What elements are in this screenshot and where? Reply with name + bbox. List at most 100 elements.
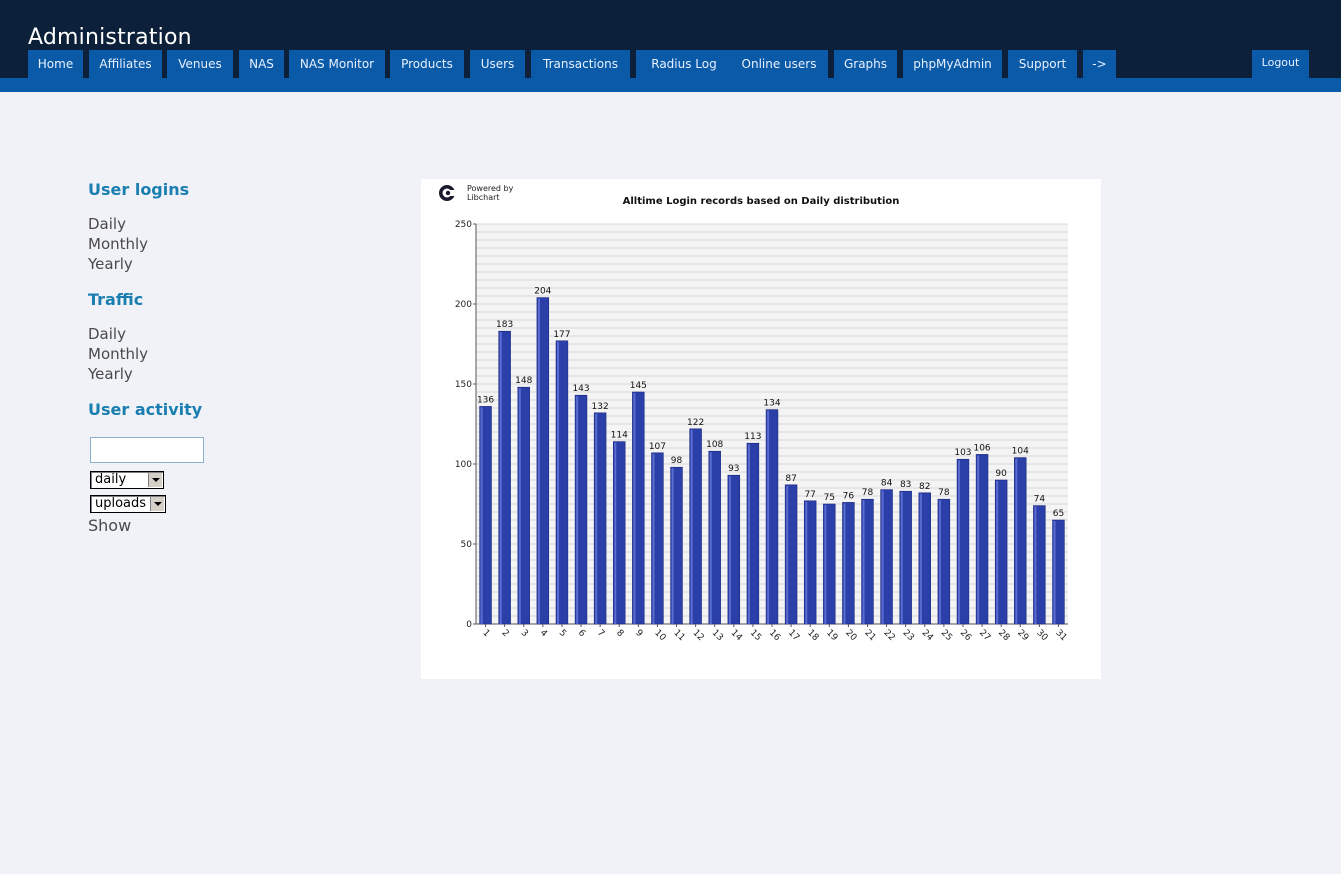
powered-by-line1: Powered by bbox=[467, 184, 514, 193]
x-tick-label: 18 bbox=[805, 628, 820, 643]
traffic-heading: Traffic bbox=[88, 290, 144, 309]
bar-highlight bbox=[576, 396, 579, 624]
x-tick-label: 8 bbox=[614, 628, 625, 639]
tab-radius-log[interactable]: Radius Log bbox=[636, 50, 732, 78]
x-tick-label: 15 bbox=[748, 628, 763, 643]
bar-highlight bbox=[728, 476, 731, 624]
chart-title: Alltime Login records based on Daily dis… bbox=[622, 196, 900, 207]
data-label: 87 bbox=[785, 474, 796, 484]
data-label: 183 bbox=[496, 320, 513, 330]
tab-users[interactable]: Users bbox=[470, 50, 525, 78]
traffic-daily-link[interactable]: Daily bbox=[88, 325, 126, 343]
bar-highlight bbox=[958, 460, 961, 624]
tab-online-users[interactable]: Online users bbox=[730, 50, 828, 78]
y-tick-label: 0 bbox=[466, 620, 472, 630]
x-tick-label: 19 bbox=[824, 628, 839, 643]
x-tick-label: 13 bbox=[710, 628, 725, 643]
bar-highlight bbox=[633, 393, 636, 624]
login-chart: Powered by Libchart Alltime Login record… bbox=[421, 179, 1101, 679]
tab-nas-monitor[interactable]: NAS Monitor bbox=[289, 50, 385, 78]
x-tick-label: 6 bbox=[576, 628, 587, 639]
data-label: 104 bbox=[1012, 447, 1029, 457]
tab-nas[interactable]: NAS bbox=[239, 50, 284, 78]
bar-highlight bbox=[557, 341, 560, 624]
y-tick-label: 50 bbox=[461, 540, 473, 550]
data-label: 113 bbox=[744, 432, 761, 442]
x-tick-label: 11 bbox=[671, 628, 686, 643]
bar-highlight bbox=[977, 455, 980, 624]
data-label: 82 bbox=[919, 482, 930, 492]
data-label: 74 bbox=[1034, 495, 1046, 505]
chart-plot: 0501001502002501361183214832044177514361… bbox=[455, 220, 1069, 643]
tab-venues[interactable]: Venues bbox=[167, 50, 233, 78]
period-select[interactable]: daily bbox=[90, 471, 164, 489]
tab-more[interactable]: -> bbox=[1083, 50, 1116, 78]
data-label: 177 bbox=[553, 330, 570, 340]
bar-highlight bbox=[518, 388, 521, 624]
x-tick-label: 12 bbox=[690, 628, 705, 643]
type-select-value: uploads bbox=[95, 496, 147, 511]
data-label: 83 bbox=[900, 480, 911, 490]
tab-home[interactable]: Home bbox=[28, 50, 83, 78]
data-label: 122 bbox=[687, 418, 704, 428]
data-label: 65 bbox=[1053, 509, 1064, 519]
username-input[interactable] bbox=[90, 437, 204, 463]
tab-graphs[interactable]: Graphs bbox=[834, 50, 897, 78]
user-logins-yearly-link[interactable]: Yearly bbox=[88, 255, 133, 273]
bar-highlight bbox=[900, 492, 903, 624]
header-strip bbox=[0, 78, 1341, 92]
data-label: 78 bbox=[938, 488, 950, 498]
bar-highlight bbox=[805, 501, 808, 624]
data-label: 103 bbox=[954, 448, 971, 458]
tab-affiliates[interactable]: Affiliates bbox=[89, 50, 162, 78]
data-label: 75 bbox=[824, 493, 835, 503]
bar-highlight bbox=[919, 493, 922, 624]
app-title: Administration bbox=[28, 25, 192, 50]
bar-highlight bbox=[862, 500, 865, 624]
logout-button[interactable]: Logout bbox=[1252, 50, 1309, 78]
powered-by-line2: Libchart bbox=[467, 193, 500, 202]
user-activity-heading: User activity bbox=[88, 400, 203, 419]
x-tick-label: 5 bbox=[557, 628, 568, 639]
x-tick-label: 9 bbox=[633, 628, 644, 639]
data-label: 93 bbox=[728, 464, 739, 474]
traffic-yearly-link[interactable]: Yearly bbox=[88, 365, 133, 383]
user-logins-monthly-link[interactable]: Monthly bbox=[88, 235, 149, 253]
data-label: 132 bbox=[592, 402, 609, 412]
chevron-down-icon bbox=[150, 497, 164, 511]
data-label: 145 bbox=[630, 381, 647, 391]
powered-by-label: Powered by Libchart bbox=[467, 184, 513, 202]
x-tick-label: 30 bbox=[1034, 628, 1049, 643]
x-tick-label: 3 bbox=[519, 628, 530, 639]
bar-highlight bbox=[595, 413, 598, 624]
user-logins-daily-link[interactable]: Daily bbox=[88, 215, 126, 233]
x-tick-label: 23 bbox=[901, 628, 916, 643]
traffic-monthly-link[interactable]: Monthly bbox=[88, 345, 149, 363]
bar-highlight bbox=[671, 468, 674, 624]
data-label: 84 bbox=[881, 479, 893, 489]
x-tick-label: 31 bbox=[1053, 628, 1068, 643]
data-label: 136 bbox=[477, 395, 494, 405]
data-label: 78 bbox=[862, 488, 874, 498]
x-tick-label: 24 bbox=[920, 628, 935, 643]
type-select[interactable]: uploads bbox=[90, 495, 166, 513]
x-tick-label: 1 bbox=[480, 628, 491, 639]
bar-highlight bbox=[881, 490, 884, 624]
tab-transactions[interactable]: Transactions bbox=[531, 50, 630, 78]
tab-phpmyadmin[interactable]: phpMyAdmin bbox=[903, 50, 1002, 78]
data-label: 134 bbox=[763, 399, 780, 409]
bar-highlight bbox=[786, 485, 789, 624]
data-label: 98 bbox=[671, 456, 683, 466]
tab-products[interactable]: Products bbox=[390, 50, 464, 78]
bar-highlight bbox=[480, 407, 483, 624]
bar-highlight bbox=[843, 503, 846, 624]
tab-support[interactable]: Support bbox=[1008, 50, 1077, 78]
x-tick-label: 7 bbox=[595, 628, 606, 639]
data-label: 148 bbox=[515, 376, 532, 386]
user-logins-heading: User logins bbox=[88, 180, 190, 199]
data-label: 77 bbox=[804, 490, 815, 500]
bar-highlight bbox=[652, 453, 655, 624]
x-tick-label: 26 bbox=[958, 628, 973, 643]
x-tick-label: 29 bbox=[1015, 628, 1030, 643]
show-button[interactable]: Show bbox=[88, 516, 132, 535]
